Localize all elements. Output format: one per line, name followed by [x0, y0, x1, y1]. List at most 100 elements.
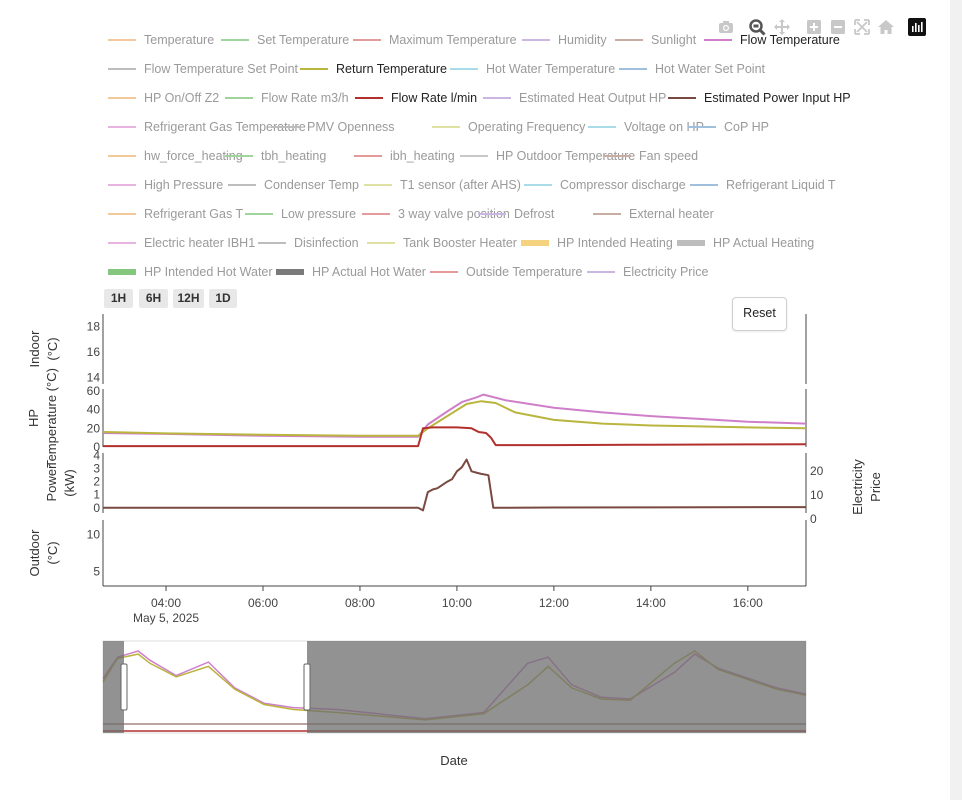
legend-swatch: [271, 126, 299, 128]
legend-item[interactable]: Sunlight: [615, 31, 696, 49]
legend-item[interactable]: Temperature: [108, 31, 214, 49]
legend-item[interactable]: Estimated Power Input HP: [668, 89, 851, 107]
zoom-icon[interactable]: [747, 17, 767, 37]
legend-item[interactable]: HP Intended Hot Water: [108, 263, 273, 281]
range-button-12h[interactable]: 12H: [173, 289, 204, 308]
legend-label: hw_force_heating: [144, 149, 243, 163]
legend-item[interactable]: Electricity Price: [587, 263, 708, 281]
x-tick-label: 16:00: [733, 596, 763, 610]
legend-label: Hot Water Set Point: [655, 62, 765, 76]
legend-swatch: [108, 155, 136, 157]
legend-label: Electric heater IBH1: [144, 236, 256, 250]
legend-label: Return Temperature: [336, 62, 447, 76]
legend-label: High Pressure: [144, 178, 224, 192]
y-axis-title: (°C): [45, 541, 60, 564]
page-scrollbar[interactable]: [950, 0, 962, 800]
legend-item[interactable]: HP Actual Heating: [677, 234, 814, 252]
legend-item[interactable]: HP Outdoor Temperature: [460, 147, 635, 165]
range-button-6h[interactable]: 6H: [139, 289, 168, 308]
legend-item[interactable]: T1 sensor (after AHS): [364, 176, 521, 194]
legend-label: CoP HP: [724, 120, 769, 134]
legend-item[interactable]: 3 way valve position: [362, 205, 510, 223]
legend-item[interactable]: Flow Rate m3/h: [225, 89, 349, 107]
legend-label: HP On/Off Z2: [144, 91, 220, 105]
legend-label: 3 way valve position: [398, 207, 510, 221]
legend-swatch: [521, 240, 549, 246]
legend-swatch: [362, 213, 390, 215]
legend-item[interactable]: Flow Temperature Set Point: [108, 60, 298, 78]
legend-label: HP Intended Heating: [557, 236, 673, 250]
legend-item[interactable]: HP Intended Heating: [521, 234, 673, 252]
legend-label: HP Actual Hot Water: [312, 265, 426, 279]
legend-item[interactable]: Humidity: [522, 31, 607, 49]
zoom-in-icon[interactable]: [804, 17, 824, 37]
legend-label: Refrigerant Liquid T: [726, 178, 836, 192]
legend-swatch: [367, 242, 395, 244]
x-tick-label: 06:00: [248, 596, 278, 610]
legend-item[interactable]: HP Actual Hot Water: [276, 263, 426, 281]
legend-item[interactable]: tbh_heating: [225, 147, 326, 165]
legend-item[interactable]: Maximum Temperature: [353, 31, 517, 49]
range-button-1d[interactable]: 1D: [209, 289, 237, 308]
reset-button[interactable]: Reset: [732, 297, 787, 331]
legend-item[interactable]: Return Temperature: [300, 60, 447, 78]
legend-label: HP Outdoor Temperature: [496, 149, 636, 163]
y-tick-label: 0: [93, 501, 100, 515]
legend-item[interactable]: Flow Temperature: [704, 31, 840, 49]
y-tick-label: 14: [87, 371, 101, 385]
legend-item[interactable]: PMV Openness: [271, 118, 395, 136]
y2-tick-label: 20: [810, 464, 824, 478]
legend-item[interactable]: Set Temperature: [221, 31, 349, 49]
pan-icon[interactable]: [772, 17, 792, 37]
zoom-out-icon[interactable]: [828, 17, 848, 37]
legend-item[interactable]: Defrost: [478, 205, 554, 223]
legend-label: Flow Temperature: [740, 33, 840, 47]
legend-label: Humidity: [558, 33, 607, 47]
legend-item[interactable]: Refrigerant Gas T: [108, 205, 243, 223]
legend-item[interactable]: Refrigerant Gas Temperature: [108, 118, 306, 136]
legend-label: Temperature: [144, 33, 215, 47]
legend-item[interactable]: External heater: [593, 205, 714, 223]
legend-label: Low pressure: [281, 207, 357, 221]
legend-item[interactable]: Disinfection: [258, 234, 359, 252]
legend-item[interactable]: Tank Booster Heater: [367, 234, 517, 252]
legend-item[interactable]: HP On/Off Z2: [108, 89, 219, 107]
legend-label: External heater: [629, 207, 714, 221]
range-button-1h[interactable]: 1H: [104, 289, 133, 308]
legend-swatch: [258, 242, 286, 244]
legend-item[interactable]: hw_force_heating: [108, 147, 243, 165]
legend-item[interactable]: ibh_heating: [354, 147, 455, 165]
legend-item[interactable]: Hot Water Set Point: [619, 60, 765, 78]
legend-item[interactable]: Condenser Temp: [228, 176, 359, 194]
legend-swatch: [228, 184, 256, 186]
legend-item[interactable]: Compressor discharge: [524, 176, 686, 194]
y-axis-title: HP: [26, 409, 41, 427]
legend-item[interactable]: Refrigerant Liquid T: [690, 176, 836, 194]
legend-item[interactable]: Hot Water Temperature: [450, 60, 615, 78]
y-tick-label: 3: [93, 462, 100, 476]
y2-tick-label: 10: [810, 488, 824, 502]
legend-item[interactable]: CoP HP: [688, 118, 769, 136]
legend-swatch: [430, 271, 458, 273]
legend-item[interactable]: Flow Rate l/min: [355, 89, 477, 107]
x-tick-label: 12:00: [539, 596, 569, 610]
autoscale-icon[interactable]: [852, 17, 872, 37]
legend-label: Disinfection: [294, 236, 359, 250]
legend-swatch: [619, 68, 647, 70]
legend-item[interactable]: High Pressure: [108, 176, 223, 194]
reset-axes-icon[interactable]: [876, 17, 896, 37]
rangeslider-handle-left: [120, 663, 128, 711]
plotly-logo-icon[interactable]: [907, 17, 927, 37]
rangeslider-bg: [102, 640, 807, 734]
legend-item[interactable]: Voltage on HP: [588, 118, 704, 136]
series-line: [103, 426, 807, 448]
rangeslider-handle-right: [303, 663, 311, 711]
legend-item[interactable]: Estimated Heat Output HP: [483, 89, 666, 107]
legend-item[interactable]: Fan speed: [603, 147, 698, 165]
legend-item[interactable]: Outside Temperature: [430, 263, 583, 281]
legend-item[interactable]: Electric heater IBH1: [108, 234, 255, 252]
legend-item[interactable]: Low pressure: [245, 205, 356, 223]
y-tick-label: 0: [93, 440, 100, 454]
camera-icon[interactable]: [716, 17, 736, 37]
legend-item[interactable]: Operating Frequency: [432, 118, 585, 136]
